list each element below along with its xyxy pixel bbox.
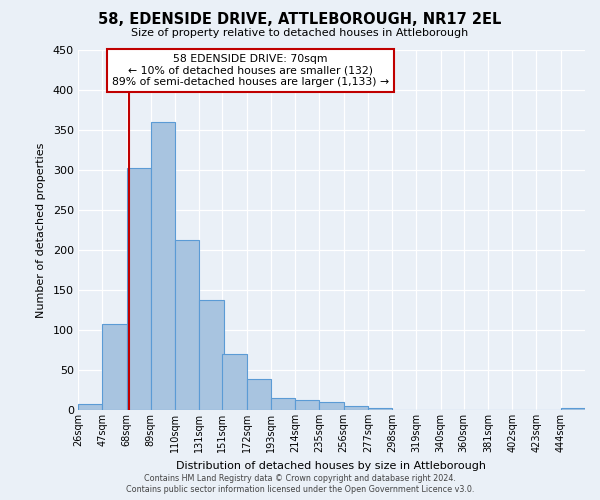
Y-axis label: Number of detached properties: Number of detached properties [36,142,46,318]
Bar [151,122,175,410]
Text: 58, EDENSIDE DRIVE, ATTLEBOROUGH, NR17 2EL: 58, EDENSIDE DRIVE, ATTLEBOROUGH, NR17 2… [98,12,502,28]
Bar [271,398,295,410]
Bar [319,402,344,410]
Bar [78,404,102,410]
Bar [561,408,585,410]
Bar [127,168,151,410]
X-axis label: Distribution of detached houses by size in Attleborough: Distribution of detached houses by size … [176,460,487,470]
Bar [102,324,127,410]
Bar [344,406,368,410]
Bar [247,379,271,410]
Bar [199,300,224,410]
Bar [223,354,247,410]
Text: Size of property relative to detached houses in Attleborough: Size of property relative to detached ho… [131,28,469,38]
Text: 58 EDENSIDE DRIVE: 70sqm
← 10% of detached houses are smaller (132)
89% of semi-: 58 EDENSIDE DRIVE: 70sqm ← 10% of detach… [112,54,389,87]
Bar [175,240,199,410]
Bar [295,400,319,410]
Text: Contains public sector information licensed under the Open Government Licence v3: Contains public sector information licen… [126,485,474,494]
Bar [368,408,392,410]
Text: Contains HM Land Registry data © Crown copyright and database right 2024.: Contains HM Land Registry data © Crown c… [144,474,456,483]
